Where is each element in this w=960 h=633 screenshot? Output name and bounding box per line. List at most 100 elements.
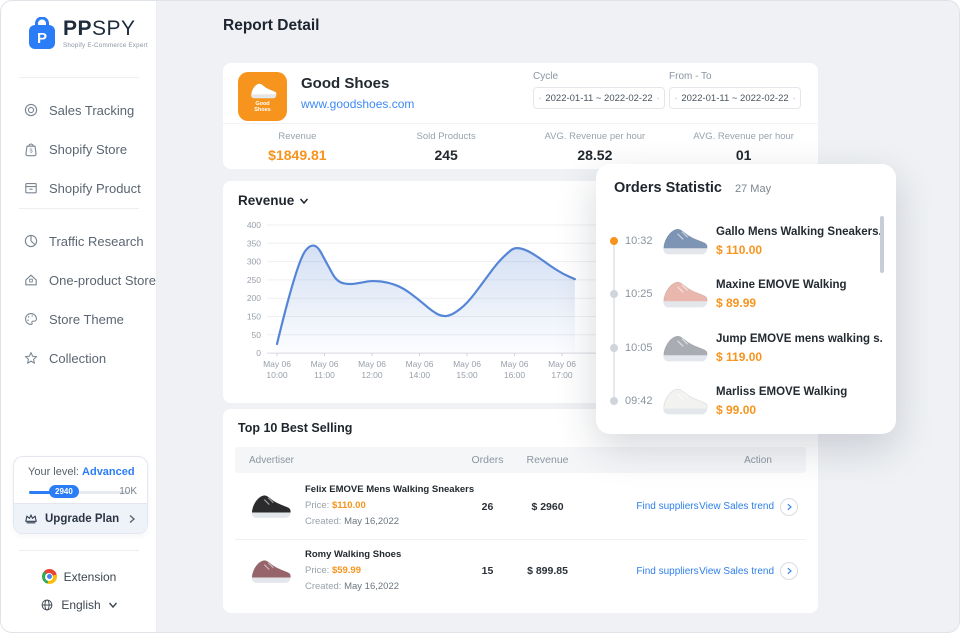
view-trend-button[interactable]: [780, 497, 798, 516]
level-progress-bar: 2940: [29, 485, 129, 498]
timeline-dot: [610, 397, 618, 405]
stat-revenue: Revenue $1849.81: [268, 131, 327, 163]
product-created: May 16,2022: [344, 581, 400, 592]
upgrade-plan-button[interactable]: Upgrade Plan: [14, 503, 147, 533]
extension-link[interactable]: Extension: [1, 569, 157, 584]
order-time: 10:05: [625, 342, 653, 354]
orders-cell: 15: [481, 565, 494, 577]
product-image: [658, 382, 710, 420]
revenue-cell: $ 2960: [531, 500, 564, 513]
crown-icon: [25, 513, 37, 523]
orders-cell: 26: [481, 500, 494, 513]
sidebar-item-label: Sales Tracking: [49, 102, 135, 118]
sidebar-item-label: Traffic Research: [49, 233, 144, 249]
order-price: $ 99.00: [716, 403, 757, 417]
cycle-date-value: 2022-01-11 ~ 2022-02-22: [545, 92, 653, 104]
product-created: May 16,2022: [344, 516, 400, 527]
timeline-dot: [610, 344, 618, 352]
level-progress-fill: [29, 491, 53, 494]
svg-text:400: 400: [247, 220, 261, 230]
revenue-metric-dropdown[interactable]: Revenue: [238, 193, 309, 208]
brand-name: PPSPY: [63, 17, 136, 40]
sidebar-item-traffic-research[interactable]: Traffic Research: [1, 226, 157, 256]
level-label: Your level: Advanced: [28, 466, 135, 478]
svg-text:12:00: 12:00: [361, 370, 383, 380]
orders-statistic-panel: Orders Statistic 27 May 10:32 Gallo Mens…: [596, 164, 896, 434]
top10-best-selling-card: Top 10 Best Selling Advertiser Orders Re…: [223, 409, 818, 613]
sidebar-item-collection[interactable]: Collection: [1, 343, 157, 373]
chevron-down-icon: [108, 602, 117, 609]
scrollbar-thumb[interactable]: [880, 216, 884, 273]
svg-text:May 06: May 06: [358, 359, 386, 369]
traffic-pie-icon: [24, 234, 38, 248]
order-time: 10:32: [625, 235, 653, 247]
fromto-picker-group: From - To 2022-01-11 ~ 2022-02-22: [669, 71, 801, 109]
chevron-right-icon: [129, 514, 136, 523]
product-image: [247, 554, 293, 588]
svg-text:250: 250: [247, 275, 261, 285]
chevron-right-icon: [787, 503, 792, 510]
sidebar-item-sales-tracking[interactable]: Sales Tracking: [1, 95, 157, 125]
stat-avg-revenue-hour: AVG. Revenue per hour 28.52: [544, 131, 646, 163]
order-time: 10:25: [625, 288, 653, 300]
svg-text:May 06: May 06: [263, 359, 291, 369]
sidebar-item-label: One-product Store: [49, 272, 156, 288]
find-suppliers-link[interactable]: Find suppliers: [636, 565, 699, 577]
svg-text:May 06: May 06: [453, 359, 481, 369]
store-name: Good Shoes: [301, 75, 390, 92]
clear-icon[interactable]: [656, 93, 659, 104]
svg-text:15:00: 15:00: [456, 370, 478, 380]
svg-text:May 06: May 06: [548, 359, 576, 369]
user-level-card: Your level: Advanced 2940 10K Upgrade Pl…: [13, 456, 148, 534]
sidebar-item-store-theme[interactable]: Store Theme: [1, 304, 157, 334]
product-price: $59.99: [331, 565, 361, 576]
order-price: $ 119.00: [716, 350, 763, 364]
view-sales-trend-link[interactable]: View Sales trend: [699, 501, 774, 512]
find-suppliers-link[interactable]: Find suppliers: [636, 501, 699, 512]
timeline-dot: [610, 237, 618, 245]
clear-icon[interactable]: [792, 93, 795, 104]
target-icon: [24, 103, 38, 117]
sidebar-item-label: Store Theme: [49, 311, 124, 327]
svg-text:14:00: 14:00: [409, 370, 431, 380]
stat-sold-products: Sold Products 245: [416, 131, 476, 163]
extension-label: Extension: [63, 569, 117, 584]
ppspy-logo[interactable]: P PPSPY Shopify E-Commerce Expert: [27, 16, 148, 51]
fromto-label: From - To: [669, 71, 712, 82]
fromto-date-range-input[interactable]: 2022-01-11 ~ 2022-02-22: [669, 87, 801, 109]
advertiser-cell: Felix EMOVE Mens Walking Sneakers Price:…: [235, 475, 474, 538]
language-selector[interactable]: English: [1, 598, 157, 612]
svg-text:17:00: 17:00: [551, 370, 573, 380]
calendar-icon: [675, 97, 678, 99]
order-item[interactable]: 09:42 Marliss EMOVE Walking $ 99.00: [596, 374, 896, 428]
col-revenue: Revenue: [526, 454, 569, 466]
store-stats-row: Revenue $1849.81 Sold Products 245 AVG. …: [223, 123, 818, 169]
sidebar-item-shopify-store[interactable]: $ Shopify Store: [1, 134, 157, 164]
store-url-link[interactable]: www.goodshoes.com: [301, 97, 415, 111]
order-item[interactable]: 10:25 Maxine EMOVE Walking $ 89.99: [596, 267, 896, 321]
order-item[interactable]: 10:32 Gallo Mens Walking Sneakers... $ 1…: [596, 214, 896, 268]
order-product-name: Jump EMOVE mens walking s...: [716, 333, 882, 345]
svg-text:10:00: 10:00: [266, 370, 288, 380]
home-icon: [25, 274, 37, 286]
store-summary-card: Good Shoes Good Shoes www.goodshoes.com …: [223, 63, 818, 169]
svg-text:11:00: 11:00: [314, 370, 335, 380]
sidebar-item-shopify-product[interactable]: Shopify Product: [1, 173, 157, 203]
order-item[interactable]: 10:05 Jump EMOVE mens walking s... $ 119…: [596, 321, 896, 375]
svg-text:150: 150: [247, 312, 261, 322]
sidebar-item-one-product-store[interactable]: One-product Store: [1, 265, 157, 295]
order-price: $ 110.00: [716, 243, 763, 257]
view-trend-button[interactable]: [780, 562, 798, 580]
calendar-icon: [539, 97, 542, 99]
divider: [19, 208, 139, 209]
svg-text:$: $: [29, 149, 33, 155]
product-box-icon: [25, 183, 37, 194]
cycle-date-range-input[interactable]: 2022-01-11 ~ 2022-02-22: [533, 87, 665, 109]
svg-text:50: 50: [252, 330, 262, 340]
order-price: $ 89.99: [716, 296, 757, 310]
product-image: [247, 489, 293, 523]
product-price: $110.00: [331, 500, 366, 511]
view-sales-trend-link[interactable]: View Sales trend: [699, 565, 774, 577]
